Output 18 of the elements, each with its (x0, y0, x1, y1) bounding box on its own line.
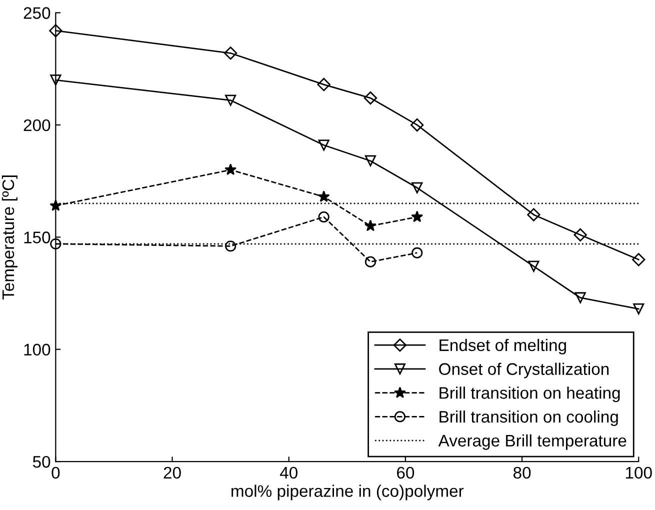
x-tick-label: 80 (513, 466, 531, 479)
y-axis-title: Temperature [ºC] (2, 176, 18, 300)
legend-label: Average Brill temperature (438, 434, 626, 450)
x-tick-label: 60 (397, 466, 414, 479)
legend-label: Brill transition on heating (440, 386, 620, 402)
y-tick-label: 100 (24, 344, 50, 356)
y-tick-label: 250 (24, 7, 50, 19)
legend-label: Brill transition on cooling (440, 410, 618, 426)
x-tick-label: 0 (52, 466, 60, 479)
legend-label: Onset of Crystallization (439, 362, 609, 378)
y-tick-label: 50 (32, 456, 50, 468)
x-tick-label: 40 (280, 466, 298, 479)
x-axis-title: mol% piperazine in (co)polymer (232, 484, 464, 500)
x-tick-label: 20 (164, 466, 181, 479)
legend-label: Endset of melting (440, 338, 566, 354)
y-tick-label: 150 (24, 232, 50, 244)
x-tick-label: 100 (626, 466, 652, 479)
y-tick-label: 200 (24, 119, 50, 132)
